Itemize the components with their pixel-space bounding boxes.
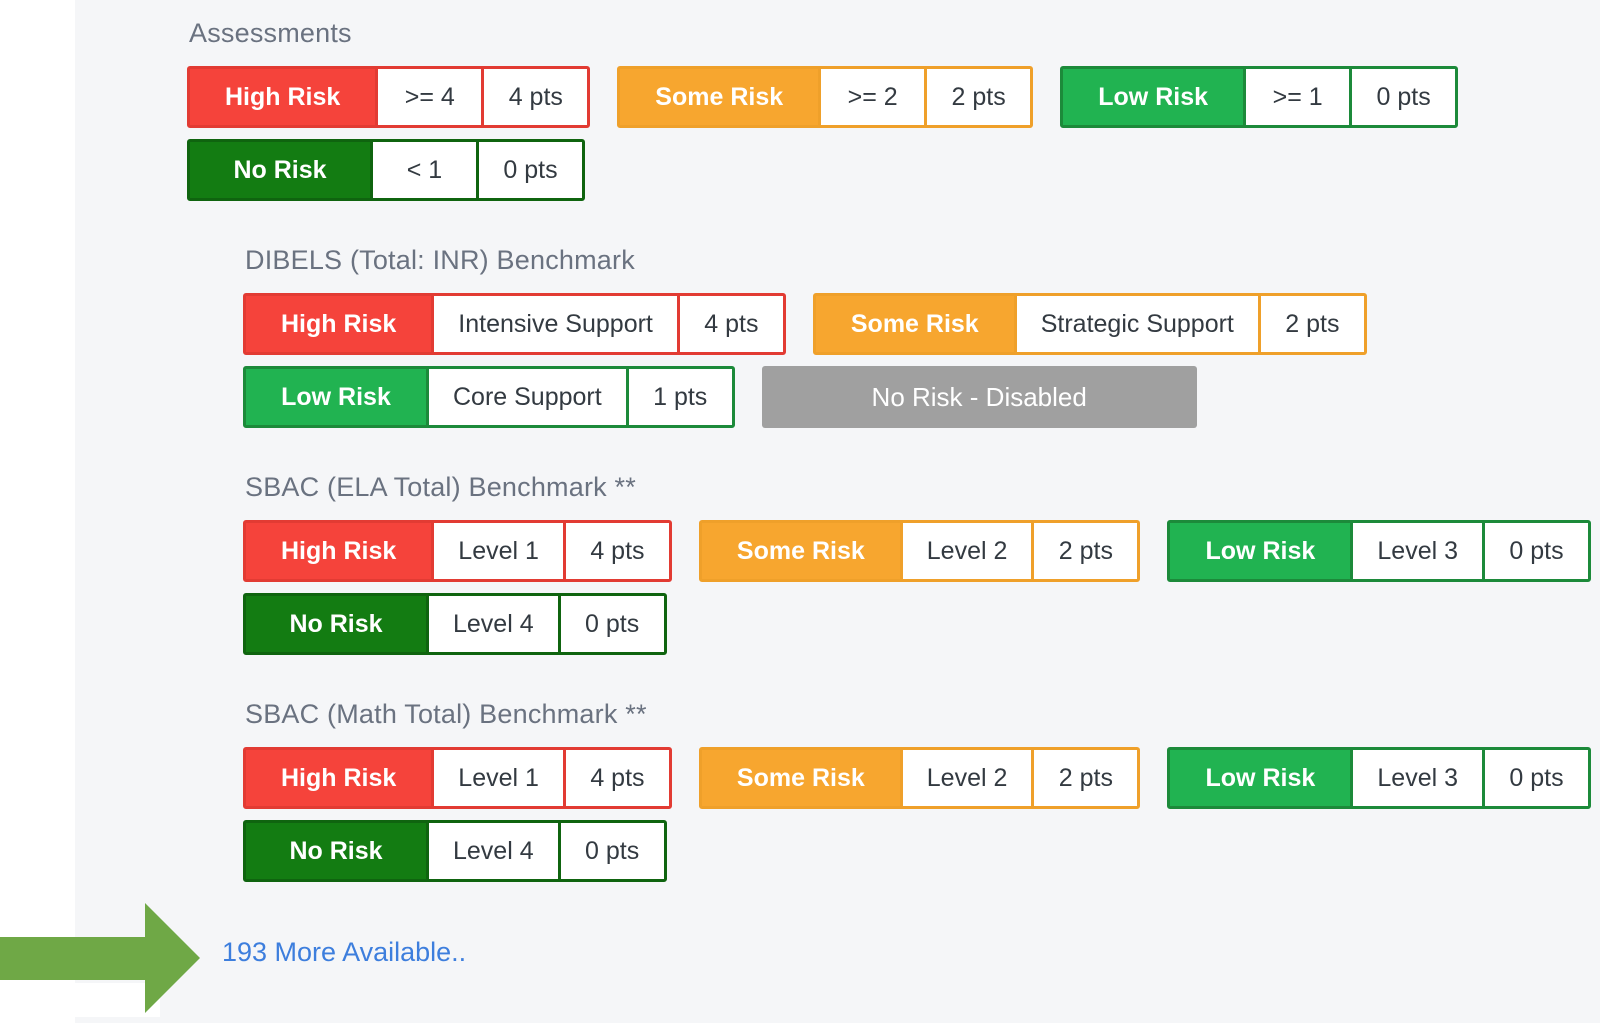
badge-some-risk: Some Risk >= 2 2 pts (617, 66, 1034, 128)
risk-label: High Risk (190, 69, 376, 125)
badge-no-risk: No Risk < 1 0 pts (187, 139, 585, 201)
risk-points: 2 pts (1257, 296, 1364, 352)
badge-row: No Risk Level 4 0 pts (243, 820, 1600, 882)
assessments-panel: Assessments High Risk >= 4 4 pts Some Ri… (187, 18, 1600, 967)
section-sbac-math-benchmark: SBAC (Math Total) Benchmark ** High Risk… (243, 699, 1600, 882)
left-margin-strip (0, 0, 75, 1023)
badge-row: No Risk < 1 0 pts (187, 139, 1600, 201)
section-sbac-ela-benchmark: SBAC (ELA Total) Benchmark ** High Risk … (243, 472, 1600, 655)
risk-label: Low Risk (246, 369, 426, 425)
section-title-sbac-math: SBAC (Math Total) Benchmark ** (245, 699, 647, 729)
risk-points: 4 pts (676, 296, 783, 352)
risk-label: Some Risk (701, 523, 900, 579)
risk-points: 4 pts (481, 69, 588, 125)
risk-value: >= 1 (1243, 69, 1350, 125)
badge-low-risk: Low Risk Level 3 0 pts (1167, 520, 1592, 582)
badge-some-risk: Some Risk Level 2 2 pts (698, 747, 1141, 809)
risk-label: Low Risk (1063, 69, 1244, 125)
risk-label: High Risk (246, 523, 432, 579)
risk-points: 1 pts (625, 369, 732, 425)
section-title-dibels: DIBELS (Total: INR) Benchmark (245, 245, 635, 275)
badge-some-risk: Some Risk Strategic Support 2 pts (812, 293, 1367, 355)
risk-value: Core Support (426, 369, 626, 425)
risk-label: No Risk (246, 823, 426, 879)
badge-row: No Risk Level 4 0 pts (243, 593, 1600, 655)
risk-value: Level 2 (899, 523, 1032, 579)
section-title-sbac-ela: SBAC (ELA Total) Benchmark ** (245, 472, 636, 502)
badge-low-risk: Low Risk >= 1 0 pts (1060, 66, 1459, 128)
risk-label: No Risk (190, 142, 370, 198)
badge-no-risk: No Risk Level 4 0 pts (243, 820, 667, 882)
badge-no-risk: No Risk Level 4 0 pts (243, 593, 667, 655)
risk-label: High Risk (246, 750, 432, 806)
badge-row: High Risk Level 1 4 pts Some Risk Level … (243, 747, 1600, 809)
risk-label: Low Risk (1170, 523, 1351, 579)
badge-some-risk: Some Risk Level 2 2 pts (698, 520, 1141, 582)
risk-points: 0 pts (557, 823, 664, 879)
section-dibels-benchmark: DIBELS (Total: INR) Benchmark High Risk … (243, 245, 1600, 428)
badge-no-risk-disabled: No Risk - Disabled (761, 366, 1197, 428)
risk-label: Some Risk (620, 69, 819, 125)
section-assessments: Assessments High Risk >= 4 4 pts Some Ri… (187, 18, 1600, 201)
risk-value: Level 3 (1350, 523, 1483, 579)
risk-points: 2 pts (1031, 523, 1138, 579)
badge-row: Low Risk Core Support 1 pts No Risk - Di… (243, 366, 1600, 428)
badge-row: High Risk >= 4 4 pts Some Risk >= 2 2 pt… (187, 66, 1600, 128)
annotation-arrow-icon (0, 903, 200, 1013)
risk-points: 0 pts (476, 142, 582, 198)
risk-label: Some Risk (815, 296, 1014, 352)
risk-value: Strategic Support (1013, 296, 1258, 352)
risk-points: 4 pts (562, 750, 669, 806)
risk-points: 0 pts (1349, 69, 1456, 125)
badge-high-risk: High Risk >= 4 4 pts (187, 66, 591, 128)
risk-value: Level 2 (899, 750, 1032, 806)
risk-value: Level 1 (431, 523, 563, 579)
badge-high-risk: High Risk Level 1 4 pts (243, 520, 672, 582)
risk-points: 2 pts (1031, 750, 1138, 806)
risk-label: No Risk (246, 596, 426, 652)
risk-value: Level 1 (431, 750, 563, 806)
risk-points: 2 pts (924, 69, 1031, 125)
risk-points: 4 pts (562, 523, 669, 579)
risk-points: 0 pts (1482, 523, 1589, 579)
risk-label: Some Risk (701, 750, 900, 806)
risk-value: < 1 (370, 142, 476, 198)
badge-low-risk: Low Risk Core Support 1 pts (243, 366, 735, 428)
risk-value: Level 4 (426, 596, 558, 652)
section-title-assessments: Assessments (189, 18, 352, 48)
risk-value: Level 4 (426, 823, 558, 879)
risk-label: Low Risk (1170, 750, 1351, 806)
risk-points: 0 pts (557, 596, 664, 652)
badge-low-risk: Low Risk Level 3 0 pts (1167, 747, 1592, 809)
badge-row: High Risk Intensive Support 4 pts Some R… (243, 293, 1600, 355)
risk-value: Level 3 (1350, 750, 1483, 806)
badge-high-risk: High Risk Intensive Support 4 pts (243, 293, 786, 355)
risk-value: Intensive Support (431, 296, 677, 352)
badge-row: High Risk Level 1 4 pts Some Risk Level … (243, 520, 1600, 582)
badge-high-risk: High Risk Level 1 4 pts (243, 747, 672, 809)
risk-label: High Risk (246, 296, 432, 352)
risk-value: >= 4 (375, 69, 482, 125)
risk-points: 0 pts (1482, 750, 1589, 806)
bottom-left-patch (0, 983, 160, 1017)
more-available-link[interactable]: 193 More Available.. (222, 937, 467, 967)
risk-value: >= 2 (818, 69, 925, 125)
